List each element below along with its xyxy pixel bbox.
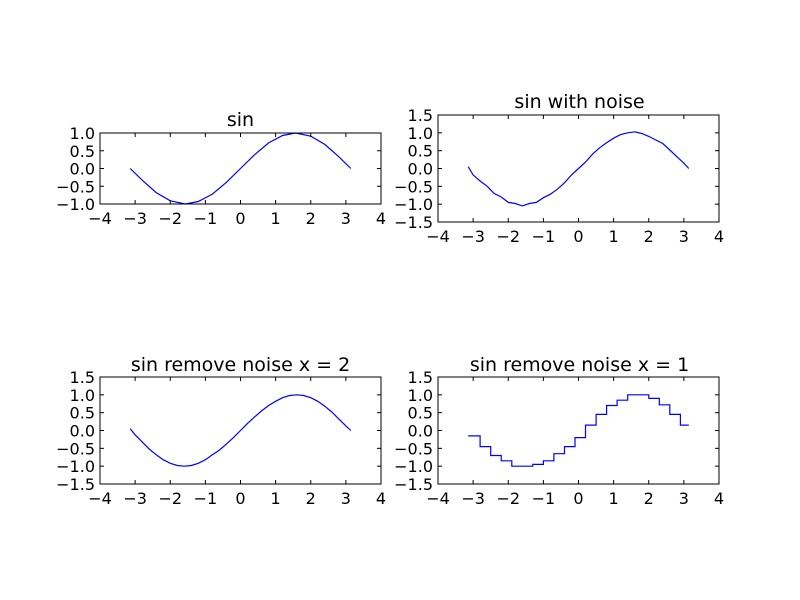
x-tick-label: 3 (341, 489, 351, 508)
x-tick-label: −1 (532, 489, 556, 508)
y-tick-label: −0.5 (56, 177, 95, 196)
x-tick-label: 3 (341, 209, 351, 228)
axes-layer: −4 −3 −2 −1 0 1 2 3 4 −1.5−1.0−0.50.00.51.01.5 (56, 368, 386, 508)
y-tick-label: 1.5 (70, 368, 95, 387)
y-tick-label: −1.5 (56, 475, 95, 494)
x-tick-label: 4 (714, 489, 724, 508)
subplot-4: sin remove noise x = 1 −4 −3 −2 −1 0 1 2 3 4 −1.5… (394, 354, 724, 508)
x-tick-label: 0 (573, 227, 583, 246)
subplot-title: sin remove noise x = 1 (470, 354, 689, 376)
subplot-3: sin remove noise x = 2 −4 −3 −2 −1 0 1 2 3 4 −1.5… (56, 354, 386, 508)
x-tick-label: 3 (679, 227, 689, 246)
y-tick-label: −0.5 (56, 439, 95, 458)
y-tick-label: 0.5 (70, 142, 95, 161)
x-tick-label: 0 (573, 489, 583, 508)
y-tick-label: 1.0 (408, 124, 433, 143)
x-tick-label: −1 (532, 227, 556, 246)
x-tick-label: −3 (461, 489, 485, 508)
series-line (129, 132, 352, 205)
y-tick-label: −0.5 (394, 439, 433, 458)
x-tick-label: 2 (306, 209, 316, 228)
x-tick-label: −2 (496, 227, 520, 246)
y-tick-label: −1.0 (394, 195, 433, 214)
y-tick-label: 0.0 (408, 160, 433, 179)
subplot-title: sin remove noise x = 2 (131, 354, 350, 376)
x-tick-label: 2 (306, 489, 316, 508)
x-tick-label: −1 (194, 209, 218, 228)
y-tick-label: 1.5 (408, 368, 433, 387)
y-tick-label: −0.5 (394, 177, 433, 196)
x-tick-label: 0 (235, 209, 245, 228)
axes-layer: −4 −3 −2 −1 0 1 2 3 4 −1.0−0.50.00.51.0 (56, 124, 386, 228)
y-tick-label: 1.5 (408, 106, 433, 125)
y-tick-label: 0.5 (70, 404, 95, 423)
x-tick-label: −4 (426, 227, 450, 246)
x-tick-label: −2 (158, 489, 182, 508)
y-tick-label: 0.0 (408, 422, 433, 441)
y-tick-label: 1.0 (70, 386, 95, 405)
y-tick-label: −1.5 (394, 213, 433, 232)
x-tick-label: 4 (376, 489, 386, 508)
x-tick-label: 4 (714, 227, 724, 246)
y-tick-label: 1.0 (408, 386, 433, 405)
subplot-1: sin −4 −3 −2 −1 0 1 2 3 4 −1.0−0.50.00.51.0 (56, 109, 386, 228)
y-tick-label: 0.0 (70, 160, 95, 179)
x-tick-label: −1 (194, 489, 218, 508)
x-tick-label: −4 (426, 489, 450, 508)
subplot-title: sin with noise (514, 91, 644, 113)
x-tick-label: −3 (123, 209, 147, 228)
x-tick-label: 0 (235, 489, 245, 508)
series-line (467, 131, 690, 207)
x-tick-label: 3 (679, 489, 689, 508)
y-tick-label: 0.5 (408, 404, 433, 423)
x-tick-label: −3 (123, 489, 147, 508)
y-tick-label: −1.5 (394, 475, 433, 494)
x-tick-label: 1 (271, 489, 281, 508)
x-tick-label: −2 (158, 209, 182, 228)
x-tick-label: −2 (496, 489, 520, 508)
x-tick-label: 2 (644, 227, 654, 246)
subplot-2: sin with noise −4 −3 −2 −1 0 1 2 3 4 −1.5−1.0−0.5… (394, 91, 724, 246)
y-tick-label: −1.0 (56, 457, 95, 476)
y-tick-label: −1.0 (56, 195, 95, 214)
subplot-title: sin (227, 109, 254, 131)
y-tick-label: 1.0 (70, 124, 95, 143)
x-tick-label: −4 (88, 209, 112, 228)
series-line (129, 394, 352, 467)
x-tick-label: 2 (644, 489, 654, 508)
x-tick-label: 1 (271, 209, 281, 228)
x-tick-label: 1 (609, 489, 619, 508)
y-tick-label: 0.5 (408, 142, 433, 161)
y-tick-label: −1.0 (394, 457, 433, 476)
x-tick-label: 1 (609, 227, 619, 246)
axes-layer: −4 −3 −2 −1 0 1 2 3 4 −1.5−1.0−0.50.00.51.01.5 (394, 368, 724, 508)
x-tick-label: 4 (376, 209, 386, 228)
y-tick-label: 0.0 (70, 422, 95, 441)
x-tick-label: −4 (88, 489, 112, 508)
series-line (468, 394, 689, 467)
axes-layer: −4 −3 −2 −1 0 1 2 3 4 −1.5−1.0−0.50.00.51.01.5 (394, 106, 724, 246)
x-tick-label: −3 (461, 227, 485, 246)
